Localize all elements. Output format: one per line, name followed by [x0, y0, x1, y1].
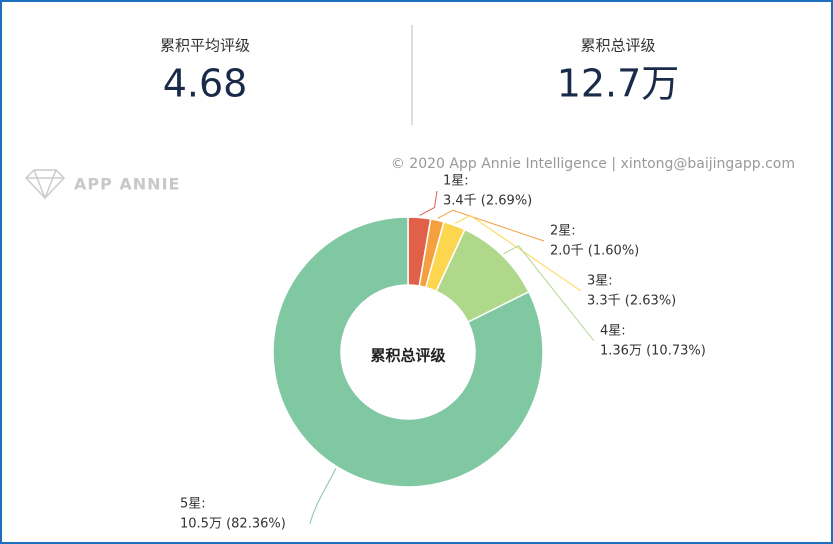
slice-category: 5星: [180, 497, 206, 512]
stat-value: 12.7万 [557, 62, 680, 106]
leader-line [437, 209, 545, 242]
watermark: © 2020 App Annie Intelligence | xintong@… [391, 156, 795, 172]
logo-text: APP ANNIE [74, 175, 180, 194]
slice-value-label: 3.4千 (2.69%) [443, 194, 532, 209]
slice-value-label: 1.36万 (10.73%) [600, 344, 706, 359]
leader-line [503, 245, 595, 342]
donut-slice [272, 216, 544, 488]
slice-value-label: 3.3千 (2.63%) [587, 294, 676, 309]
logo-icon [24, 169, 66, 201]
stat-title: 累积平均评级 [160, 37, 250, 55]
slice-category: 4星: [600, 324, 626, 339]
donut-chart: 1星: 3.4千 (2.69%) 2星: 2.0千 (1.60%) 3星: 3.3千 (2… [180, 174, 706, 532]
stat-value: 4.68 [163, 62, 248, 106]
slice-category: 2星: [550, 224, 576, 239]
slice-value-label: 10.5万 (82.36%) [180, 517, 286, 532]
leader-line [419, 190, 438, 216]
slice-category: 1星: [443, 174, 469, 189]
slice-category: 3星: [587, 274, 613, 289]
stat-title: 累积总评级 [580, 37, 655, 55]
leader-line [309, 468, 337, 525]
center-label: 累积总评级 [370, 347, 446, 365]
slice-value-label: 2.0千 (1.60%) [550, 244, 639, 259]
leader-line [455, 214, 582, 292]
